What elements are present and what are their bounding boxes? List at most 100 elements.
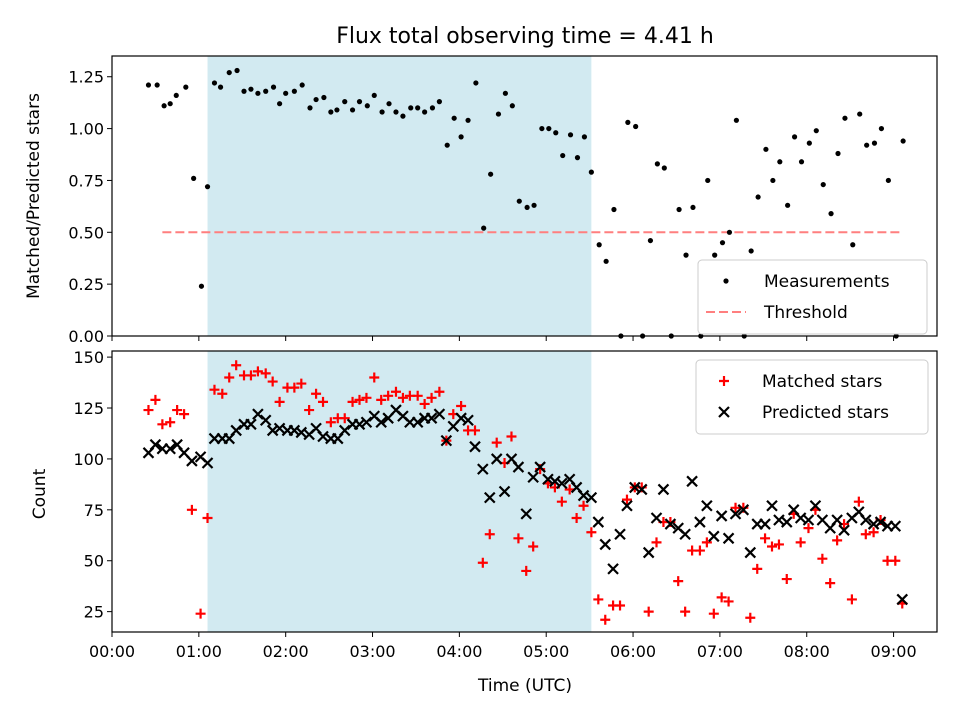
y-tick-label: 75	[84, 501, 104, 520]
x-tick-label: 08:00	[784, 642, 830, 661]
matched-star-point	[680, 606, 691, 617]
matched-star-point	[701, 537, 712, 548]
x-tick-label: 06:00	[610, 642, 656, 661]
predicted-star-point	[549, 475, 561, 488]
measurement-point	[661, 165, 667, 171]
predicted-star-point	[694, 516, 706, 528]
predicted-star-point	[664, 518, 677, 530]
legend-label: Measurements	[764, 272, 890, 292]
matched-star-point	[795, 537, 806, 548]
predicted-star-point	[642, 546, 655, 559]
measurement-point	[560, 152, 566, 159]
predicted-star-point	[585, 491, 598, 504]
measurement-point	[864, 142, 870, 148]
matched-star-point	[673, 576, 684, 587]
predicted-star-point	[657, 483, 670, 496]
measurement-point	[473, 80, 479, 86]
predicted-star-point	[520, 508, 533, 520]
measurement-point	[379, 109, 385, 115]
matched-star-point	[513, 533, 524, 544]
measurement-point	[806, 140, 812, 146]
measurement-point	[719, 240, 726, 246]
measurement-point	[444, 142, 450, 148]
predicted-star-point	[621, 499, 633, 512]
matched-star-point	[186, 504, 197, 515]
predicted-star-point	[780, 516, 793, 528]
measurement-point	[726, 229, 733, 235]
predicted-star-point	[288, 424, 301, 437]
measurement-point	[248, 86, 254, 92]
measurement-point	[798, 159, 805, 165]
measurement-point	[313, 96, 319, 103]
y-tick-label: 50	[84, 552, 104, 571]
matched-star-point	[586, 527, 597, 538]
measurement-point	[748, 248, 754, 254]
matched-star-point	[477, 557, 488, 568]
measurement-point	[393, 109, 399, 115]
predicted-star-point	[375, 416, 387, 429]
matched-star-point	[593, 594, 604, 605]
y-tick-label: 0.00	[68, 327, 104, 346]
predicted-star-point	[425, 412, 438, 424]
matched-star-point	[434, 386, 445, 397]
matched-star-point	[825, 578, 836, 589]
matched-star-point	[296, 378, 307, 389]
matched-star-point	[172, 405, 183, 416]
predicted-star-point	[338, 424, 351, 437]
measurement-point	[567, 132, 574, 138]
x-tick-label: 09:00	[871, 642, 917, 661]
measurement-point	[191, 175, 197, 181]
matched-star-point	[318, 396, 329, 407]
predicted-star-point	[766, 499, 778, 512]
matched-star-point	[773, 539, 784, 550]
measurement-point	[211, 80, 218, 86]
measurement-point	[226, 69, 232, 76]
predicted-star-point	[245, 418, 257, 431]
predicted-star-point	[607, 563, 619, 575]
top-legend: Measurements Threshold	[697, 259, 928, 335]
matched-star-point	[752, 563, 763, 574]
predicted-star-point	[512, 461, 525, 473]
predicted-star-point	[708, 530, 720, 543]
measurement-point	[408, 105, 414, 111]
x-tick-label: 00:00	[89, 642, 135, 661]
matched-star-point	[556, 496, 567, 507]
predicted-star-point	[360, 416, 373, 429]
matched-star-point	[643, 606, 654, 617]
y-tick-label: 1.25	[68, 68, 104, 87]
measurement-point	[596, 242, 602, 248]
measurement-point	[328, 109, 334, 115]
predicted-star-point	[433, 408, 446, 420]
measurement-point	[234, 67, 240, 74]
bottom-y-axis-label: Count	[30, 468, 50, 519]
measurement-point	[488, 171, 494, 177]
measurement-point	[850, 242, 856, 248]
data-points	[145, 67, 906, 339]
measurement-point	[307, 105, 313, 111]
matched-star-point	[304, 405, 315, 416]
matched-star-point	[383, 390, 394, 401]
measurement-point	[429, 105, 436, 111]
y-tick-label: 25	[84, 603, 104, 622]
matched-star-point	[860, 529, 871, 540]
measurement-point	[198, 283, 205, 289]
matched-star-point	[376, 394, 387, 405]
legend-box	[695, 359, 929, 435]
y-tick-label: 0.50	[68, 223, 104, 242]
measurement-point	[291, 88, 297, 94]
matched-star-point	[890, 555, 901, 566]
count-panel: 25 50 75 100 125 150 00:00 01:00 02:00 03:00 04:00…	[73, 348, 938, 661]
observing-interval-shade	[207, 351, 592, 632]
measurement-point	[900, 138, 906, 144]
predicted-star-point	[874, 516, 887, 528]
measurement-point	[791, 134, 798, 140]
measurement-point	[145, 82, 152, 88]
measurement-point	[690, 204, 696, 211]
predicted-star-point	[164, 442, 176, 455]
measurement-point	[422, 109, 428, 115]
matched-star-point	[325, 417, 336, 428]
matched-star-point	[354, 394, 365, 405]
matched-star-point	[369, 372, 380, 383]
predicted-star-point	[469, 440, 481, 453]
predicted-star-point	[722, 532, 735, 545]
